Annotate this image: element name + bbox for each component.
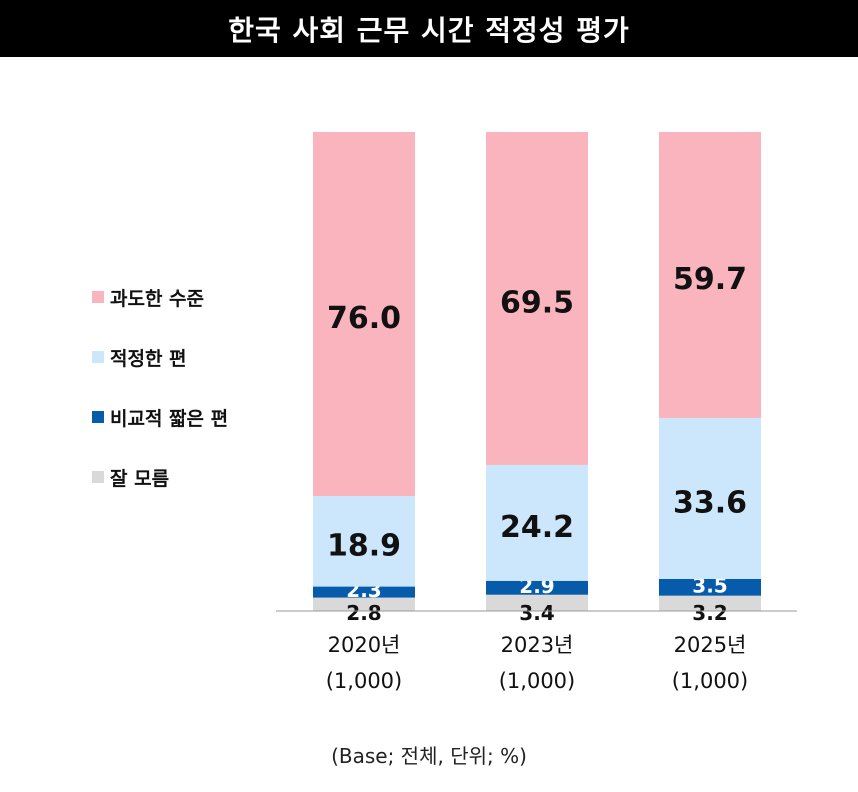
x-tick-label: 2023년 xyxy=(501,633,574,657)
bar-segment xyxy=(313,132,415,497)
x-tick-base-label: (1,000) xyxy=(672,669,749,693)
bar-segment xyxy=(486,464,588,581)
legend-swatch-short xyxy=(92,411,104,423)
data-label: 2.8 xyxy=(346,601,381,625)
bar-segment xyxy=(659,132,761,418)
bar-segment xyxy=(486,594,588,611)
x-tick-label: 2020년 xyxy=(328,633,401,657)
base-note: (Base; 전체, 단위; %) xyxy=(331,744,527,768)
legend-item-excessive: 과도한 수준 xyxy=(92,285,228,310)
bar-segment xyxy=(486,580,588,595)
legend-label-unknown: 잘 모름 xyxy=(110,467,170,490)
data-label: 3.4 xyxy=(519,601,554,625)
data-label: 59.7 xyxy=(673,262,747,297)
x-tick-label: 2025년 xyxy=(674,633,747,657)
x-tick-base-label: (1,000) xyxy=(499,669,576,693)
bar-segment xyxy=(313,496,415,587)
legend-label-short: 비교적 짧은 편 xyxy=(110,407,229,430)
chart-title: 한국 사회 근무 시간 적정성 평가 xyxy=(0,0,858,57)
legend-swatch-excessive xyxy=(92,291,104,303)
bar-segment xyxy=(313,597,415,611)
data-label: 24.2 xyxy=(500,510,574,545)
bar-segment xyxy=(659,595,761,611)
legend-item-appropriate: 적정한 편 xyxy=(92,345,228,370)
bar-segment xyxy=(659,578,761,596)
data-label: 18.9 xyxy=(327,528,401,563)
legend-item-short: 비교적 짧은 편 xyxy=(92,405,229,430)
legend: 과도한 수준 적정한 편 비교적 짧은 편 잘 모름 xyxy=(92,285,228,525)
data-label: 3.2 xyxy=(692,601,727,625)
bar-segment xyxy=(659,417,761,579)
data-label: 33.6 xyxy=(673,485,747,520)
legend-swatch-unknown xyxy=(92,471,104,483)
data-label: 69.5 xyxy=(500,285,574,320)
legend-swatch-appropriate xyxy=(92,351,104,363)
legend-item-unknown: 잘 모름 xyxy=(92,465,228,490)
legend-label-excessive: 과도한 수준 xyxy=(110,287,205,310)
bar-segment xyxy=(313,586,415,598)
legend-label-appropriate: 적정한 편 xyxy=(110,347,187,370)
data-label: 76.0 xyxy=(327,301,401,336)
bar-segment xyxy=(486,132,588,465)
x-tick-base-label: (1,000) xyxy=(326,669,403,693)
